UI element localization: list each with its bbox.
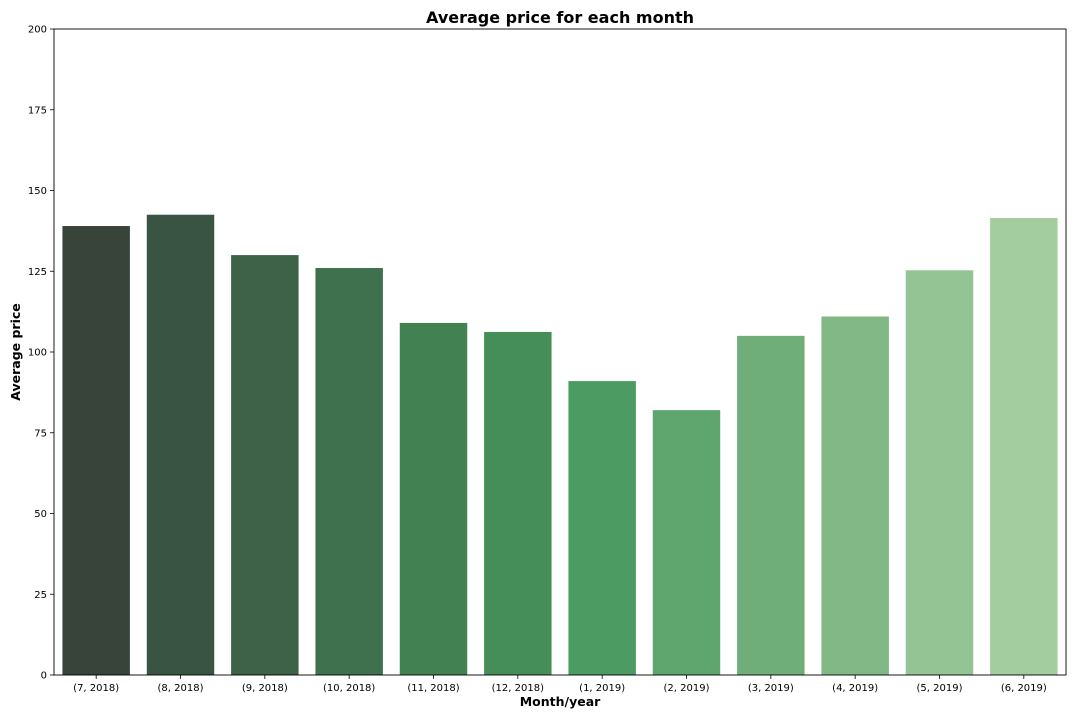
y-tick-label: 50 — [34, 509, 47, 520]
bar — [146, 214, 215, 675]
x-tick-label: (10, 2018) — [323, 683, 375, 694]
y-tick-label: 125 — [28, 267, 47, 278]
bar — [484, 331, 552, 675]
x-tick-label: (4, 2019) — [832, 683, 878, 694]
x-tick-label: (2, 2019) — [664, 683, 710, 694]
x-tick-label: (5, 2019) — [917, 683, 963, 694]
y-tick-label: 175 — [28, 105, 47, 116]
x-tick-label: (7, 2018) — [73, 683, 119, 694]
x-tick-label: (8, 2018) — [158, 683, 204, 694]
bar — [737, 335, 805, 675]
bar — [231, 255, 299, 675]
y-tick-label: 25 — [34, 590, 47, 601]
x-tick-label: (3, 2019) — [748, 683, 794, 694]
plot-frame — [53, 28, 1067, 676]
x-tick-label: (1, 2019) — [579, 683, 625, 694]
x-tick-label: (6, 2019) — [1001, 683, 1047, 694]
bars-group — [62, 214, 1058, 675]
bar — [652, 410, 721, 675]
bar — [568, 381, 636, 675]
y-axis: 0 25 50 75 100 125 150 175 200 — [28, 25, 54, 682]
x-tick-label: (9, 2018) — [242, 683, 288, 694]
y-tick-label: 75 — [34, 428, 47, 439]
y-tick-label: 200 — [28, 25, 47, 36]
bar — [821, 316, 889, 675]
bar — [990, 217, 1058, 675]
bar — [315, 268, 383, 675]
x-tick-label: (11, 2018) — [407, 683, 459, 694]
y-tick-label: 150 — [28, 186, 47, 197]
bar — [62, 226, 130, 675]
bar — [905, 270, 974, 675]
x-axis: (7, 2018) (8, 2018) (9, 2018) (10, 2018) (11… — [73, 675, 1047, 694]
x-tick-label: (12, 2018) — [492, 683, 544, 694]
y-axis-label: Average price — [8, 303, 23, 401]
y-tick-label: 0 — [41, 671, 47, 682]
x-axis-label: Month/year — [520, 694, 601, 709]
bar — [399, 322, 468, 675]
y-tick-label: 100 — [28, 348, 47, 359]
chart-title: Average price for each month — [426, 8, 694, 27]
